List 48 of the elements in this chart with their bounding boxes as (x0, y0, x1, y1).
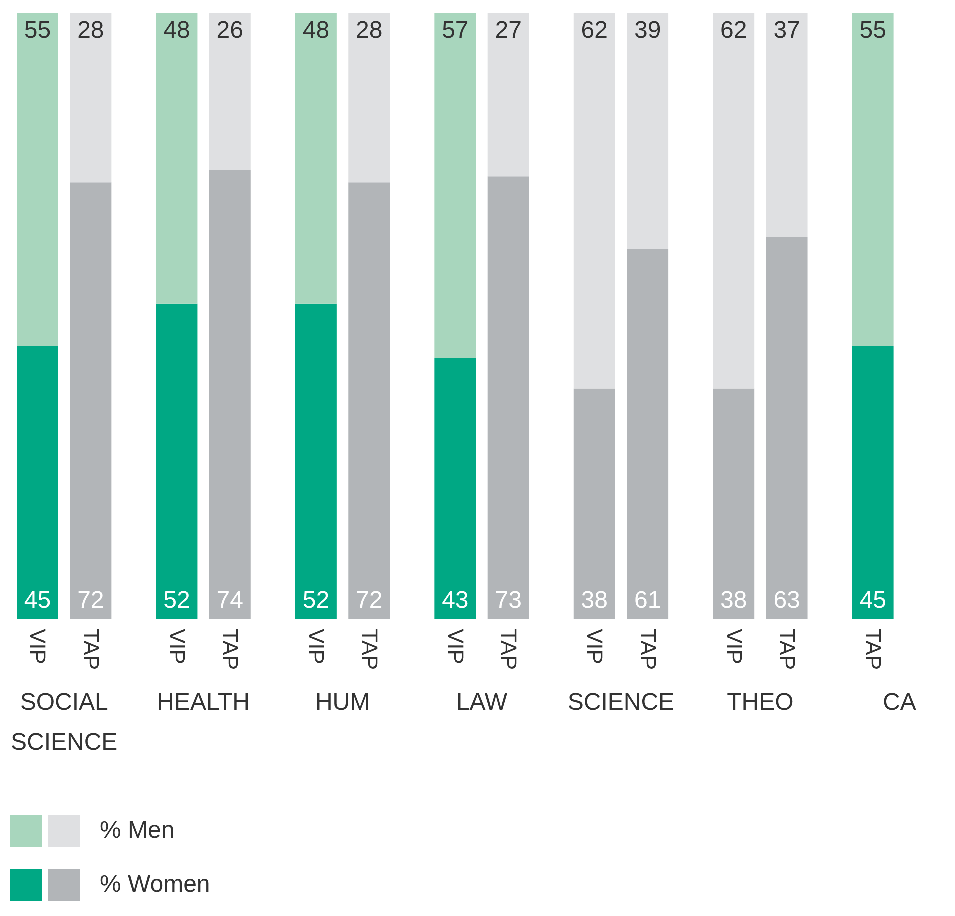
text: SCIENCE (568, 689, 675, 716)
data-label: 39 (634, 17, 662, 44)
data-label: 37 (774, 17, 800, 44)
data-label: 55 (24, 17, 52, 44)
x-tick-label: TAP (775, 629, 800, 670)
data-label: 45 (860, 587, 886, 614)
data-label: 74 (216, 587, 244, 614)
data-label: 55 (860, 17, 886, 44)
x-tick-label: TAP (861, 629, 886, 670)
data-label: 48 (164, 17, 190, 44)
x-tick-label: VIP (26, 629, 51, 664)
text: CA (882, 689, 916, 716)
x-tick-label: TAP (636, 629, 661, 670)
legend-label: % Men (100, 817, 175, 845)
data-label: 28 (78, 17, 104, 44)
data-label: 52 (164, 587, 190, 614)
text: HEALTH (157, 689, 250, 716)
data-label: 26 (216, 17, 244, 44)
data-label: 52 (302, 587, 330, 614)
data-label: 63 (774, 587, 800, 614)
data-label: 62 (720, 17, 748, 44)
legend-label: % Women (100, 871, 210, 899)
data-label: 62 (581, 17, 608, 44)
data-label: 38 (720, 587, 748, 614)
text: HUM (315, 689, 370, 716)
x-tick-label: VIP (443, 629, 468, 664)
data-label: 61 (634, 587, 662, 614)
data-label: 48 (302, 17, 330, 44)
x-tick-label: TAP (496, 629, 522, 670)
data-label: 45 (24, 587, 52, 614)
data-label: 27 (495, 17, 522, 44)
x-tick-label: TAP (218, 629, 244, 670)
data-label: 72 (78, 587, 104, 614)
data-label: 72 (356, 587, 383, 614)
data-label: 73 (495, 587, 522, 614)
text: THEO (727, 689, 794, 716)
x-tick-label: TAP (78, 629, 104, 670)
text: SOCIAL SCIENCE (10, 689, 118, 756)
x-tick-label: TAP (357, 629, 382, 670)
data-label: 38 (581, 587, 608, 614)
x-tick-label: VIP (304, 629, 330, 664)
data-label: 28 (356, 17, 383, 44)
x-tick-label: VIP (164, 629, 190, 664)
data-label: 43 (442, 587, 469, 614)
x-tick-label: VIP (722, 629, 747, 664)
text: LAW (456, 689, 508, 716)
data-label: 57 (442, 17, 469, 44)
x-tick-label: VIP (582, 629, 608, 664)
